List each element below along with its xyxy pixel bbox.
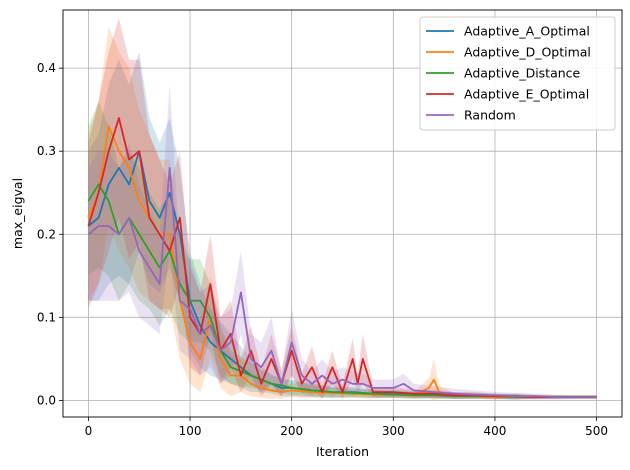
- confidence-band: [88, 101, 597, 400]
- y-tick-label: 0.1: [37, 310, 56, 324]
- legend: Adaptive_A_Optimal Adaptive_D_Optimal Adap…: [419, 16, 616, 131]
- legend-entry-label: Random: [464, 108, 516, 123]
- y-tick-label: 0.0: [37, 393, 56, 407]
- x-axis-ticks: 0 100 200 300 400 500: [85, 417, 608, 438]
- confidence-band: [88, 26, 597, 401]
- y-axis-label: max_eigval: [10, 178, 25, 249]
- legend-entry-label: Adaptive_E_Optimal: [464, 87, 589, 102]
- x-tick-label: 100: [179, 424, 202, 438]
- x-tick-label: 200: [280, 424, 303, 438]
- legend-entry-label: Adaptive_D_Optimal: [464, 45, 591, 60]
- series-lines: [87, 117, 597, 399]
- y-tick-label: 0.2: [37, 227, 56, 241]
- series-line: [87, 117, 597, 399]
- plot-area-frame: [62, 9, 623, 418]
- legend-entry-label: Adaptive_Distance: [464, 66, 581, 81]
- legend-box: [419, 16, 616, 131]
- series-line: [87, 166, 597, 399]
- x-tick-label: 500: [585, 424, 608, 438]
- y-tick-label: 0.4: [37, 61, 56, 75]
- x-tick-label: 300: [382, 424, 405, 438]
- legend-entry-label: Adaptive_A_Optimal: [464, 24, 590, 39]
- y-axis-ticks: 0.0 0.1 0.2 0.3 0.4: [37, 61, 63, 407]
- y-tick-label: 0.3: [37, 144, 56, 158]
- confidence-band: [88, 18, 597, 400]
- x-axis-label: Iteration: [316, 444, 369, 459]
- x-tick-label: 0: [85, 424, 93, 438]
- x-tick-label: 400: [484, 424, 507, 438]
- confidence-band: [88, 51, 597, 399]
